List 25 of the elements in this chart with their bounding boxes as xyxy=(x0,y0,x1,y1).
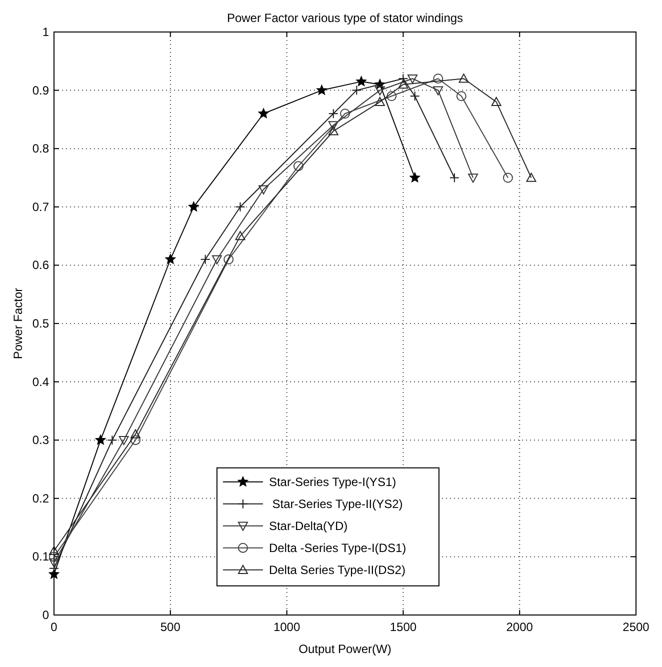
y-tick-label: 0.5 xyxy=(32,316,50,330)
y-tick-label: 0.2 xyxy=(32,491,50,506)
y-tick-label: 0.4 xyxy=(32,374,50,389)
legend-label: Star-Series Type-II(YS2) xyxy=(268,496,403,511)
y-tick-label: 0.3 xyxy=(32,433,50,448)
x-tick-label: 2500 xyxy=(622,620,650,634)
x-axis-title: Output Power(W) xyxy=(298,642,392,656)
y-axis-title: Power Factor xyxy=(11,288,25,360)
x-tick-label: 1000 xyxy=(273,620,300,634)
y-tick-label: 0.8 xyxy=(32,142,50,156)
y-tick-label: 0.7 xyxy=(32,200,50,214)
y-tick-label: 0.1 xyxy=(32,550,50,564)
legend-label: Star-Delta(YD) xyxy=(268,518,348,533)
x-tick-label: 0 xyxy=(50,620,58,634)
x-tick-label: 500 xyxy=(160,620,181,634)
legend-label: Delta Series Type-II(DS2) xyxy=(268,562,406,577)
legend-label: Star-Series Type-I(YS1) xyxy=(268,474,396,489)
y-tick-label: 0 xyxy=(42,608,50,622)
x-tick-label: 1500 xyxy=(390,620,417,634)
y-tick-label: 0.9 xyxy=(32,83,50,98)
legend-label: Delta -Series Type-I(DS1) xyxy=(268,540,406,555)
y-tick-label: 1 xyxy=(42,25,50,39)
y-tick-label: 0.6 xyxy=(32,258,50,272)
chart-title: Power Factor various type of stator windings xyxy=(226,11,464,25)
x-tick-label: 2000 xyxy=(506,620,534,634)
